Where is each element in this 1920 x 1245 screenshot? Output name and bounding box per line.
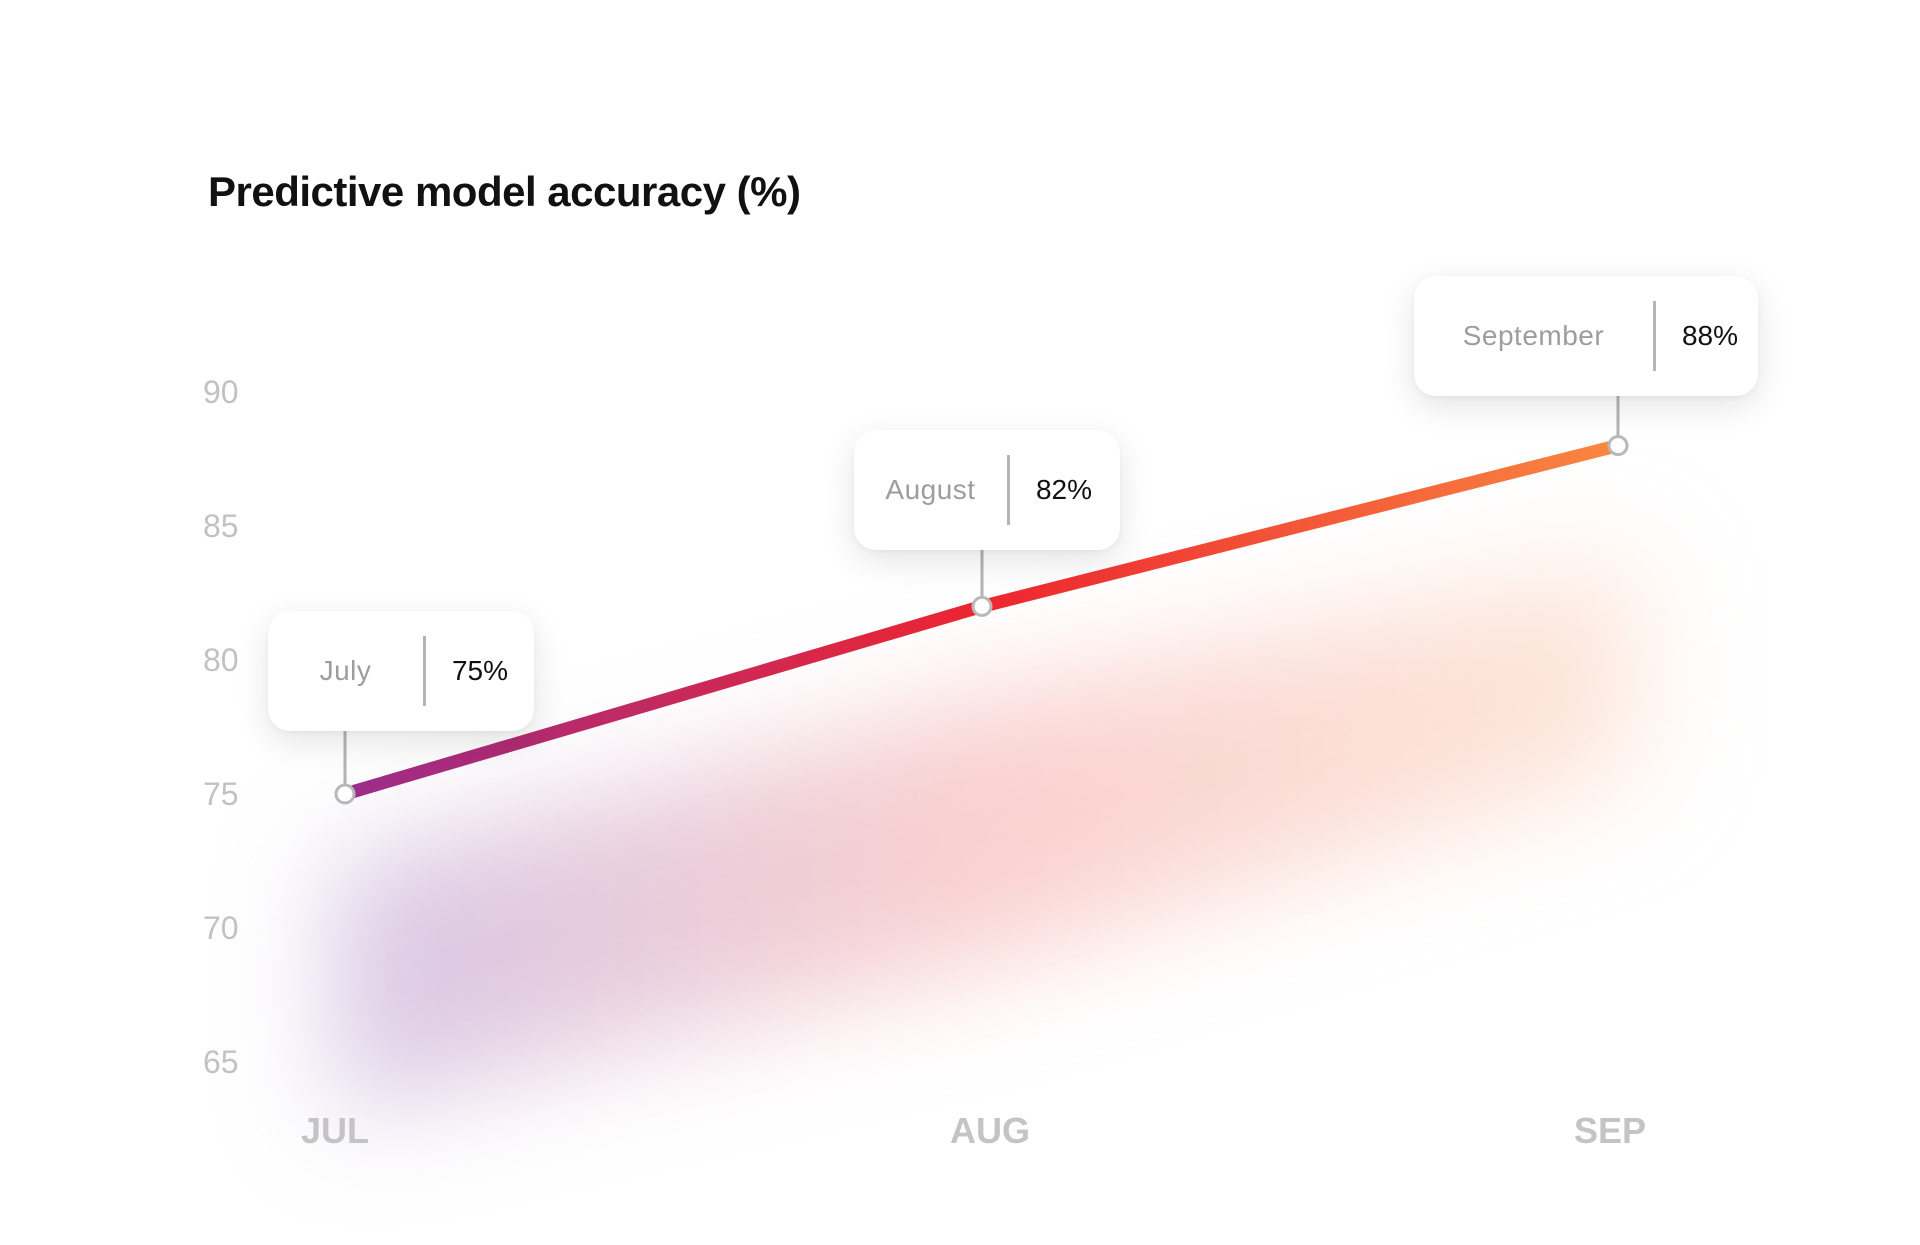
y-tick-label: 90 xyxy=(203,374,239,410)
point-marker xyxy=(334,783,356,805)
y-axis: 90 85 80 75 70 65 xyxy=(203,374,239,1080)
callout-connectors xyxy=(343,396,1620,785)
x-category-label: AUG xyxy=(950,1110,1030,1151)
area-glow xyxy=(335,555,1638,1114)
callout-september: September 88% xyxy=(1414,276,1758,396)
x-category-label: SEP xyxy=(1574,1110,1646,1151)
y-tick-label: 85 xyxy=(203,508,239,544)
y-tick-label: 70 xyxy=(203,910,239,946)
callout-value: 75% xyxy=(451,655,508,686)
callout-label: September xyxy=(1462,320,1605,351)
callout-august: August 82% xyxy=(854,430,1120,550)
y-tick-label: 65 xyxy=(203,1044,239,1080)
x-category-label: JUL xyxy=(301,1110,369,1151)
callout-value: 88% xyxy=(1681,320,1738,351)
y-tick-label: 80 xyxy=(203,642,239,678)
x-axis: JUL AUG SEP xyxy=(301,1110,1646,1151)
chart-title: Predictive model accuracy (%) xyxy=(208,168,801,215)
area-glow-shape xyxy=(335,555,1638,1114)
callout-july: July 75% xyxy=(268,611,534,731)
y-tick-label: 75 xyxy=(203,776,239,812)
point-marker xyxy=(971,595,993,617)
point-markers xyxy=(334,435,1629,805)
callout-label: August xyxy=(885,474,976,505)
callout-divider xyxy=(422,636,426,706)
callout-value: 82% xyxy=(1035,474,1092,505)
callout-divider xyxy=(1652,301,1656,371)
callout-divider xyxy=(1006,455,1010,525)
point-marker xyxy=(1607,435,1629,457)
callout-label: July xyxy=(319,655,372,686)
